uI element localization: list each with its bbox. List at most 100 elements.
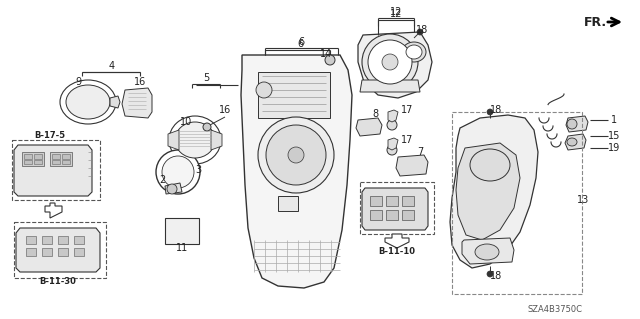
Ellipse shape <box>362 34 418 90</box>
Text: 12: 12 <box>390 7 402 17</box>
Text: 15: 15 <box>608 131 620 141</box>
Text: 18: 18 <box>416 25 428 35</box>
Bar <box>42 236 52 244</box>
Text: 8: 8 <box>372 109 378 119</box>
Text: B-11-30: B-11-30 <box>40 278 76 286</box>
Text: 1: 1 <box>611 115 617 125</box>
Text: B-17-5: B-17-5 <box>35 131 65 140</box>
Ellipse shape <box>487 109 493 115</box>
Bar <box>58 236 68 244</box>
Bar <box>24 160 32 164</box>
Text: 9: 9 <box>75 77 81 87</box>
Polygon shape <box>358 32 432 98</box>
Text: 16: 16 <box>134 77 146 87</box>
Ellipse shape <box>175 122 215 158</box>
Bar <box>42 248 52 256</box>
Ellipse shape <box>387 145 397 155</box>
Text: 19: 19 <box>608 143 620 153</box>
Text: 18: 18 <box>490 105 502 115</box>
Text: 13: 13 <box>577 195 589 205</box>
Text: 17: 17 <box>401 105 413 115</box>
Bar <box>452 112 582 294</box>
Text: 17: 17 <box>401 135 413 145</box>
Text: FR.: FR. <box>584 16 607 28</box>
Polygon shape <box>241 55 352 288</box>
Bar <box>58 248 68 256</box>
Bar <box>74 248 84 256</box>
Polygon shape <box>388 110 398 122</box>
Polygon shape <box>362 188 428 230</box>
Polygon shape <box>360 80 420 92</box>
Ellipse shape <box>387 120 397 130</box>
Bar <box>24 154 32 159</box>
Ellipse shape <box>368 40 412 84</box>
Ellipse shape <box>60 80 116 124</box>
Ellipse shape <box>382 54 398 70</box>
Bar <box>50 152 72 166</box>
Bar <box>165 218 199 244</box>
Text: 2: 2 <box>159 175 165 185</box>
Ellipse shape <box>266 125 326 185</box>
Polygon shape <box>168 130 179 150</box>
Ellipse shape <box>325 55 335 65</box>
Ellipse shape <box>567 138 577 146</box>
Bar <box>34 154 42 159</box>
Ellipse shape <box>417 29 423 35</box>
Ellipse shape <box>167 184 177 194</box>
Polygon shape <box>396 155 428 176</box>
Ellipse shape <box>156 150 200 194</box>
Bar <box>14 222 106 278</box>
Bar <box>12 140 100 200</box>
Text: 12: 12 <box>390 9 402 19</box>
Text: 4: 4 <box>109 61 115 71</box>
Text: 5: 5 <box>203 73 209 83</box>
Bar <box>74 236 84 244</box>
Polygon shape <box>356 118 382 136</box>
Text: 3: 3 <box>195 165 201 175</box>
Polygon shape <box>450 115 538 268</box>
Polygon shape <box>14 145 92 196</box>
Bar <box>26 236 36 244</box>
Text: 6: 6 <box>297 39 303 49</box>
Text: 7: 7 <box>417 147 423 157</box>
Text: 18: 18 <box>490 271 502 281</box>
Bar <box>370 210 382 220</box>
Ellipse shape <box>169 116 221 164</box>
Bar <box>360 182 434 234</box>
Ellipse shape <box>470 149 510 181</box>
Polygon shape <box>211 130 222 150</box>
Bar <box>62 160 70 164</box>
Text: 11: 11 <box>176 243 188 253</box>
Ellipse shape <box>66 85 110 119</box>
Bar <box>52 154 60 159</box>
Bar <box>22 152 44 166</box>
Polygon shape <box>456 143 520 240</box>
Bar <box>402 196 414 206</box>
Ellipse shape <box>567 119 577 129</box>
Bar <box>26 248 36 256</box>
Bar <box>278 196 298 211</box>
Ellipse shape <box>203 123 211 131</box>
Ellipse shape <box>288 147 304 163</box>
Text: SZA4B3750C: SZA4B3750C <box>527 306 582 315</box>
Bar <box>62 154 70 159</box>
Bar <box>34 160 42 164</box>
Ellipse shape <box>258 117 334 193</box>
Text: 10: 10 <box>180 117 192 127</box>
Ellipse shape <box>406 45 422 59</box>
Bar <box>370 196 382 206</box>
Polygon shape <box>565 134 586 150</box>
Text: B-11-10: B-11-10 <box>378 248 415 256</box>
Text: 14: 14 <box>320 49 332 59</box>
Polygon shape <box>566 116 588 132</box>
Ellipse shape <box>162 156 194 188</box>
Polygon shape <box>462 238 514 264</box>
Polygon shape <box>165 183 182 194</box>
Polygon shape <box>122 88 152 118</box>
Text: 6: 6 <box>298 37 304 47</box>
Ellipse shape <box>256 82 272 98</box>
Polygon shape <box>110 96 120 108</box>
Text: 16: 16 <box>219 105 231 115</box>
Bar <box>402 210 414 220</box>
Polygon shape <box>16 228 100 272</box>
